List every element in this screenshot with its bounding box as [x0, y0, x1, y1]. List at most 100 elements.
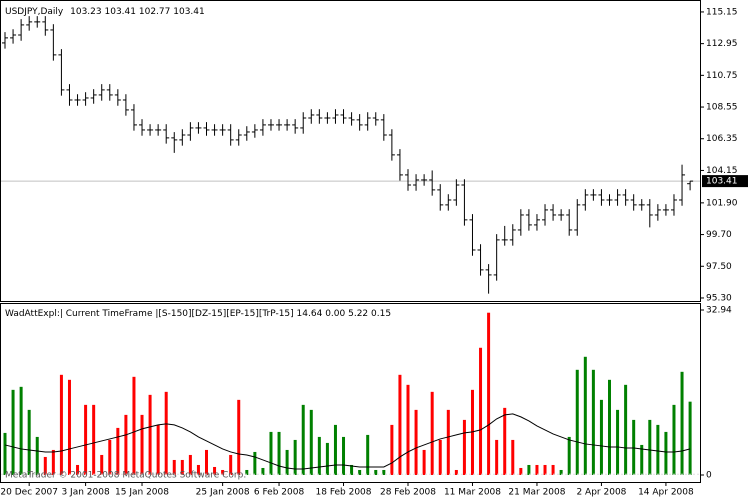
- y-tick-label: 110.75: [706, 71, 738, 81]
- histogram-bar: [648, 419, 652, 475]
- histogram-bar: [100, 454, 104, 475]
- histogram-bar: [656, 424, 660, 475]
- histogram-bar: [616, 409, 620, 475]
- histogram-bar: [575, 369, 579, 475]
- x-tick-label: 28 Feb 2008: [380, 488, 436, 498]
- copyright: MetaTrader © 2001-2008 MetaQuotes Softwa…: [5, 471, 246, 481]
- histogram-bar: [342, 436, 346, 475]
- histogram-bar: [454, 469, 458, 475]
- histogram-bar: [19, 386, 23, 475]
- indicator-header: WadAttExpl:| Current TimeFrame |[S-150][…: [5, 309, 391, 319]
- histogram-bar: [213, 466, 217, 475]
- histogram-bar: [140, 414, 144, 475]
- y-tick-label: 32.94: [706, 306, 732, 316]
- histogram-bar: [519, 467, 523, 475]
- histogram-bar: [374, 469, 378, 475]
- histogram-bar: [608, 379, 611, 475]
- y-tick-label: 115.15: [706, 7, 738, 17]
- price-panel: [0, 0, 701, 302]
- histogram-bar: [462, 419, 466, 475]
- histogram-bar: [599, 399, 603, 475]
- price-header: USDJPY,Daily 103.23 103.41 102.77 103.41: [5, 7, 205, 17]
- histogram-bar: [559, 469, 563, 475]
- histogram-bar: [382, 469, 386, 475]
- line-readout: 5.22: [348, 309, 368, 319]
- x-tick-label: 15 Jan 2008: [115, 488, 169, 498]
- histogram-bar: [180, 459, 184, 475]
- marks: 115.15 112.95 110.75 108.55 106.35 104.15 101.…: [0, 7, 748, 498]
- histogram-bar: [108, 439, 112, 475]
- histogram-bar: [438, 439, 442, 475]
- y-tick-label: 112.95: [706, 39, 738, 49]
- histogram-bar: [35, 436, 39, 475]
- histogram-bar: [495, 439, 499, 475]
- histogram-bar: [535, 464, 539, 475]
- x-tick-label: 14 Apr 2008: [638, 488, 694, 498]
- open-readout: 103.23: [70, 7, 102, 17]
- histogram-bar: [164, 391, 168, 475]
- histogram-bar: [11, 389, 15, 475]
- histogram-bar: [188, 454, 192, 475]
- x-tick-label: 21 Mar 2008: [508, 488, 565, 498]
- x-tick-label: 11 Mar 2008: [444, 488, 501, 498]
- down-readout: 0.00: [325, 309, 345, 319]
- histogram-bar: [84, 404, 88, 475]
- histogram-bar: [317, 436, 321, 475]
- histogram-bar: [277, 431, 281, 475]
- x-tick-label: 18 Feb 2008: [316, 488, 372, 498]
- histogram-bar: [116, 427, 120, 475]
- histogram-bar: [543, 464, 547, 475]
- histogram-bar: [293, 439, 297, 475]
- deadzone-readout: 0.15: [371, 309, 391, 319]
- histogram-bar: [672, 404, 676, 475]
- histogram-bar: [551, 464, 555, 475]
- histogram-bar: [527, 464, 531, 475]
- histogram-bar: [446, 409, 450, 475]
- x-tick-label: 2 Apr 2008: [576, 488, 626, 498]
- indicator-panel: [0, 303, 701, 483]
- histogram-bar: [390, 424, 394, 475]
- histogram-bar: [3, 432, 7, 475]
- price-tag: [702, 175, 748, 188]
- histogram-bar: [430, 391, 434, 475]
- indicator-title: WadAttExpl:| Current TimeFrame |[S-150][…: [5, 309, 294, 319]
- signal-line: [4, 413, 691, 470]
- histogram-bar: [156, 424, 160, 475]
- histogram-bar: [261, 467, 265, 475]
- close-readout: 103.41: [173, 7, 205, 17]
- histogram-bar: [76, 464, 80, 475]
- up-readout: 14.64: [297, 309, 323, 319]
- histogram-bar: [148, 394, 152, 475]
- y-tick-label: 108.55: [706, 103, 738, 113]
- histogram-bar: [59, 374, 63, 475]
- histogram-bar: [591, 369, 595, 475]
- histogram-bar: [92, 404, 96, 475]
- histogram-bar: [285, 449, 289, 475]
- histogram-bar: [229, 454, 233, 475]
- histogram-bar: [632, 419, 636, 475]
- histogram-bar: [358, 469, 362, 475]
- y-tick-label: 95.30: [706, 293, 732, 303]
- y-tick-label: 97.50: [706, 262, 732, 272]
- high-readout: 103.41: [105, 7, 137, 17]
- histogram-bar: [245, 469, 249, 475]
- histogram-bar: [398, 374, 402, 475]
- histogram-bar: [350, 464, 354, 475]
- price-tag-label: 103.41: [706, 177, 738, 187]
- histogram-bar: [237, 399, 241, 475]
- histogram-bar: [325, 442, 329, 475]
- histogram-bar: [124, 414, 128, 475]
- histogram-bar: [664, 431, 668, 475]
- histogram-bar: [172, 459, 176, 475]
- x-tick-label: 6 Feb 2008: [254, 488, 305, 498]
- histogram-bar: [253, 451, 257, 475]
- histogram-bar: [333, 424, 337, 475]
- histogram-bar: [196, 464, 200, 475]
- histogram-bar: [221, 469, 225, 475]
- histogram-bar: [567, 436, 571, 475]
- x-tick-label: 20 Dec 2007: [0, 488, 58, 498]
- histogram-bar: [67, 379, 71, 475]
- y-tick-label: 99.70: [706, 230, 732, 240]
